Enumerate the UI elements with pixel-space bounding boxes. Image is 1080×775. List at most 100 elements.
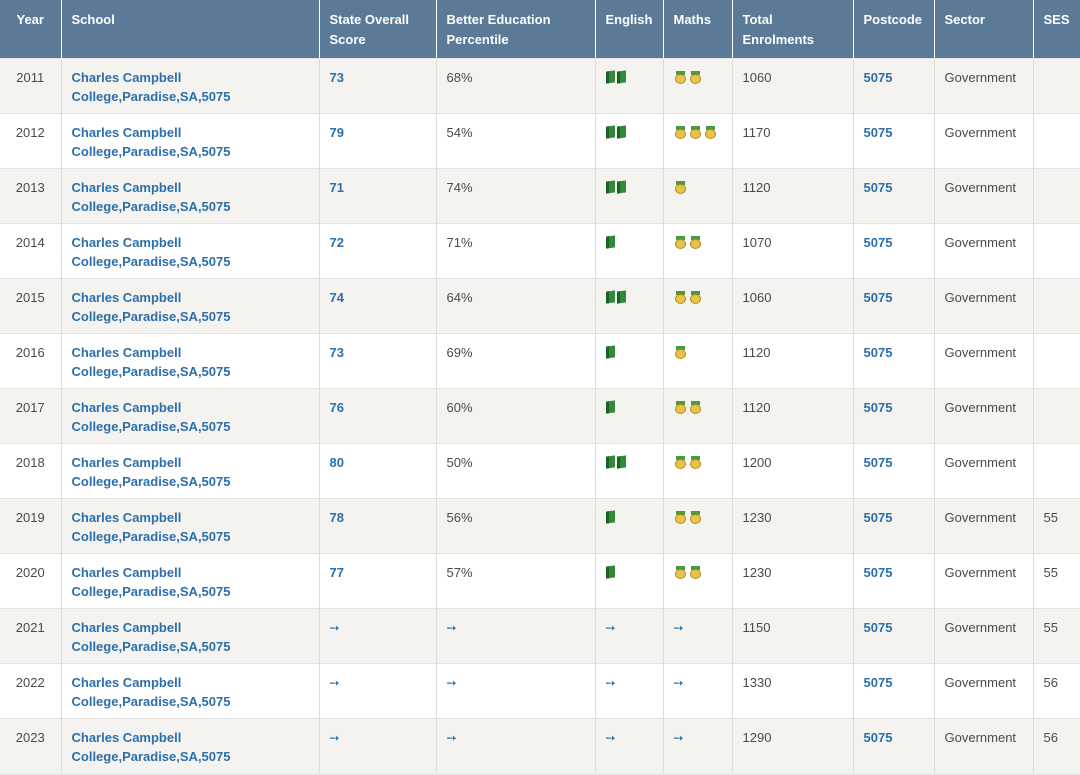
school-link-location[interactable]: College,Paradise,SA,5075 (71, 749, 231, 764)
school-cell[interactable]: Charles Campbell College,Paradise,SA,5075 (60, 608, 319, 664)
school-cell[interactable]: Charles Campbell College,Paradise,SA,5075 (60, 113, 319, 169)
school-cell[interactable]: Charles Campbell College,Paradise,SA,5075 (60, 718, 319, 774)
school-link-location[interactable]: College,Paradise,SA,5075 (71, 529, 231, 544)
maths-cell[interactable]: ➙ (662, 663, 732, 719)
school-link-location[interactable]: College,Paradise,SA,5075 (71, 309, 231, 324)
school-link-location[interactable]: College,Paradise,SA,5075 (71, 254, 231, 269)
english-cell[interactable]: ➙ (594, 608, 663, 664)
maths-cell[interactable]: ➙ (662, 608, 732, 664)
postcode-cell[interactable]: 5075 (852, 663, 934, 719)
state-score-link[interactable]: 77 (329, 565, 344, 580)
school-cell[interactable]: Charles Campbell College,Paradise,SA,5075 (60, 278, 319, 334)
postcode-cell[interactable]: 5075 (852, 168, 934, 224)
postcode-cell[interactable]: 5075 (852, 223, 934, 279)
postcode-cell[interactable]: 5075 (852, 718, 934, 774)
maths-cell[interactable]: ➙ (662, 718, 732, 774)
school-cell[interactable]: Charles Campbell College,Paradise,SA,5075 (60, 223, 319, 279)
login-icon[interactable]: ➙ (329, 621, 340, 635)
postcode-cell[interactable]: 5075 (852, 278, 934, 334)
postcode-link[interactable]: 5075 (863, 125, 893, 140)
school-link-location[interactable]: College,Paradise,SA,5075 (71, 89, 231, 104)
header-postcode[interactable]: Postcode (852, 0, 934, 59)
school-cell[interactable]: Charles Campbell College,Paradise,SA,5075 (60, 498, 319, 554)
postcode-link[interactable]: 5075 (863, 345, 893, 360)
login-icon[interactable]: ➙ (673, 731, 684, 745)
postcode-cell[interactable]: 5075 (852, 498, 934, 554)
login-icon[interactable]: ➙ (446, 731, 457, 745)
school-link[interactable]: Charles Campbell (71, 730, 182, 745)
login-icon[interactable]: ➙ (605, 731, 616, 745)
state-score-link[interactable]: 79 (329, 125, 344, 140)
percentile-cell[interactable]: ➙ (435, 663, 595, 719)
school-cell[interactable]: Charles Campbell College,Paradise,SA,5075 (60, 443, 319, 499)
header-school[interactable]: School (60, 0, 319, 59)
school-link-location[interactable]: College,Paradise,SA,5075 (71, 639, 231, 654)
state-score-cell[interactable]: ➙ (318, 608, 436, 664)
percentile-cell[interactable]: ➙ (435, 608, 595, 664)
state-score-link[interactable]: 74 (329, 290, 344, 305)
state-score-link[interactable]: 72 (329, 235, 344, 250)
postcode-link[interactable]: 5075 (863, 290, 893, 305)
school-link[interactable]: Charles Campbell (71, 455, 182, 470)
login-icon[interactable]: ➙ (673, 676, 684, 690)
school-link-location[interactable]: College,Paradise,SA,5075 (71, 584, 231, 599)
school-link[interactable]: Charles Campbell (71, 345, 182, 360)
school-cell[interactable]: Charles Campbell College,Paradise,SA,5075 (60, 663, 319, 719)
school-link-location[interactable]: College,Paradise,SA,5075 (71, 199, 231, 214)
login-icon[interactable]: ➙ (605, 621, 616, 635)
postcode-link[interactable]: 5075 (863, 620, 893, 635)
school-link[interactable]: Charles Campbell (71, 675, 182, 690)
postcode-cell[interactable]: 5075 (852, 333, 934, 389)
state-score-link[interactable]: 73 (329, 345, 344, 360)
percentile-cell[interactable]: ➙ (435, 718, 595, 774)
school-link[interactable]: Charles Campbell (71, 510, 182, 525)
school-cell[interactable]: Charles Campbell College,Paradise,SA,5075 (60, 553, 319, 609)
postcode-cell[interactable]: 5075 (852, 58, 934, 114)
school-link-location[interactable]: College,Paradise,SA,5075 (71, 144, 231, 159)
postcode-cell[interactable]: 5075 (852, 553, 934, 609)
header-ses[interactable]: SES (1032, 0, 1080, 59)
postcode-link[interactable]: 5075 (863, 565, 893, 580)
header-english[interactable]: English (594, 0, 663, 59)
school-link[interactable]: Charles Campbell (71, 565, 182, 580)
state-score-cell[interactable]: ➙ (318, 663, 436, 719)
english-cell[interactable]: ➙ (594, 718, 663, 774)
school-cell[interactable]: Charles Campbell College,Paradise,SA,5075 (60, 168, 319, 224)
school-link[interactable]: Charles Campbell (71, 620, 182, 635)
postcode-link[interactable]: 5075 (863, 730, 893, 745)
state-score-link[interactable]: 76 (329, 400, 344, 415)
login-icon[interactable]: ➙ (329, 731, 340, 745)
header-maths[interactable]: Maths (662, 0, 732, 59)
postcode-link[interactable]: 5075 (863, 675, 893, 690)
login-icon[interactable]: ➙ (446, 621, 457, 635)
header-state-score[interactable]: State Overall Score (318, 0, 436, 59)
postcode-link[interactable]: 5075 (863, 455, 893, 470)
header-year[interactable]: Year (0, 0, 61, 59)
english-cell[interactable]: ➙ (594, 663, 663, 719)
school-link[interactable]: Charles Campbell (71, 180, 182, 195)
postcode-link[interactable]: 5075 (863, 180, 893, 195)
school-link-location[interactable]: College,Paradise,SA,5075 (71, 694, 231, 709)
school-cell[interactable]: Charles Campbell College,Paradise,SA,5075 (60, 388, 319, 444)
postcode-link[interactable]: 5075 (863, 400, 893, 415)
school-cell[interactable]: Charles Campbell College,Paradise,SA,5075 (60, 333, 319, 389)
header-sector[interactable]: Sector (933, 0, 1033, 59)
school-link[interactable]: Charles Campbell (71, 400, 182, 415)
school-link[interactable]: Charles Campbell (71, 125, 182, 140)
postcode-cell[interactable]: 5075 (852, 608, 934, 664)
state-score-cell[interactable]: ➙ (318, 718, 436, 774)
state-score-link[interactable]: 73 (329, 70, 344, 85)
header-percentile[interactable]: Better Education Percentile (435, 0, 595, 59)
postcode-cell[interactable]: 5075 (852, 443, 934, 499)
postcode-cell[interactable]: 5075 (852, 113, 934, 169)
state-score-link[interactable]: 80 (329, 455, 344, 470)
login-icon[interactable]: ➙ (446, 676, 457, 690)
postcode-link[interactable]: 5075 (863, 510, 893, 525)
school-cell[interactable]: Charles Campbell College,Paradise,SA,5075 (60, 58, 319, 114)
header-enrolments[interactable]: Total Enrolments (731, 0, 853, 59)
postcode-link[interactable]: 5075 (863, 70, 893, 85)
login-icon[interactable]: ➙ (673, 621, 684, 635)
school-link-location[interactable]: College,Paradise,SA,5075 (71, 364, 231, 379)
login-icon[interactable]: ➙ (605, 676, 616, 690)
school-link-location[interactable]: College,Paradise,SA,5075 (71, 419, 231, 434)
